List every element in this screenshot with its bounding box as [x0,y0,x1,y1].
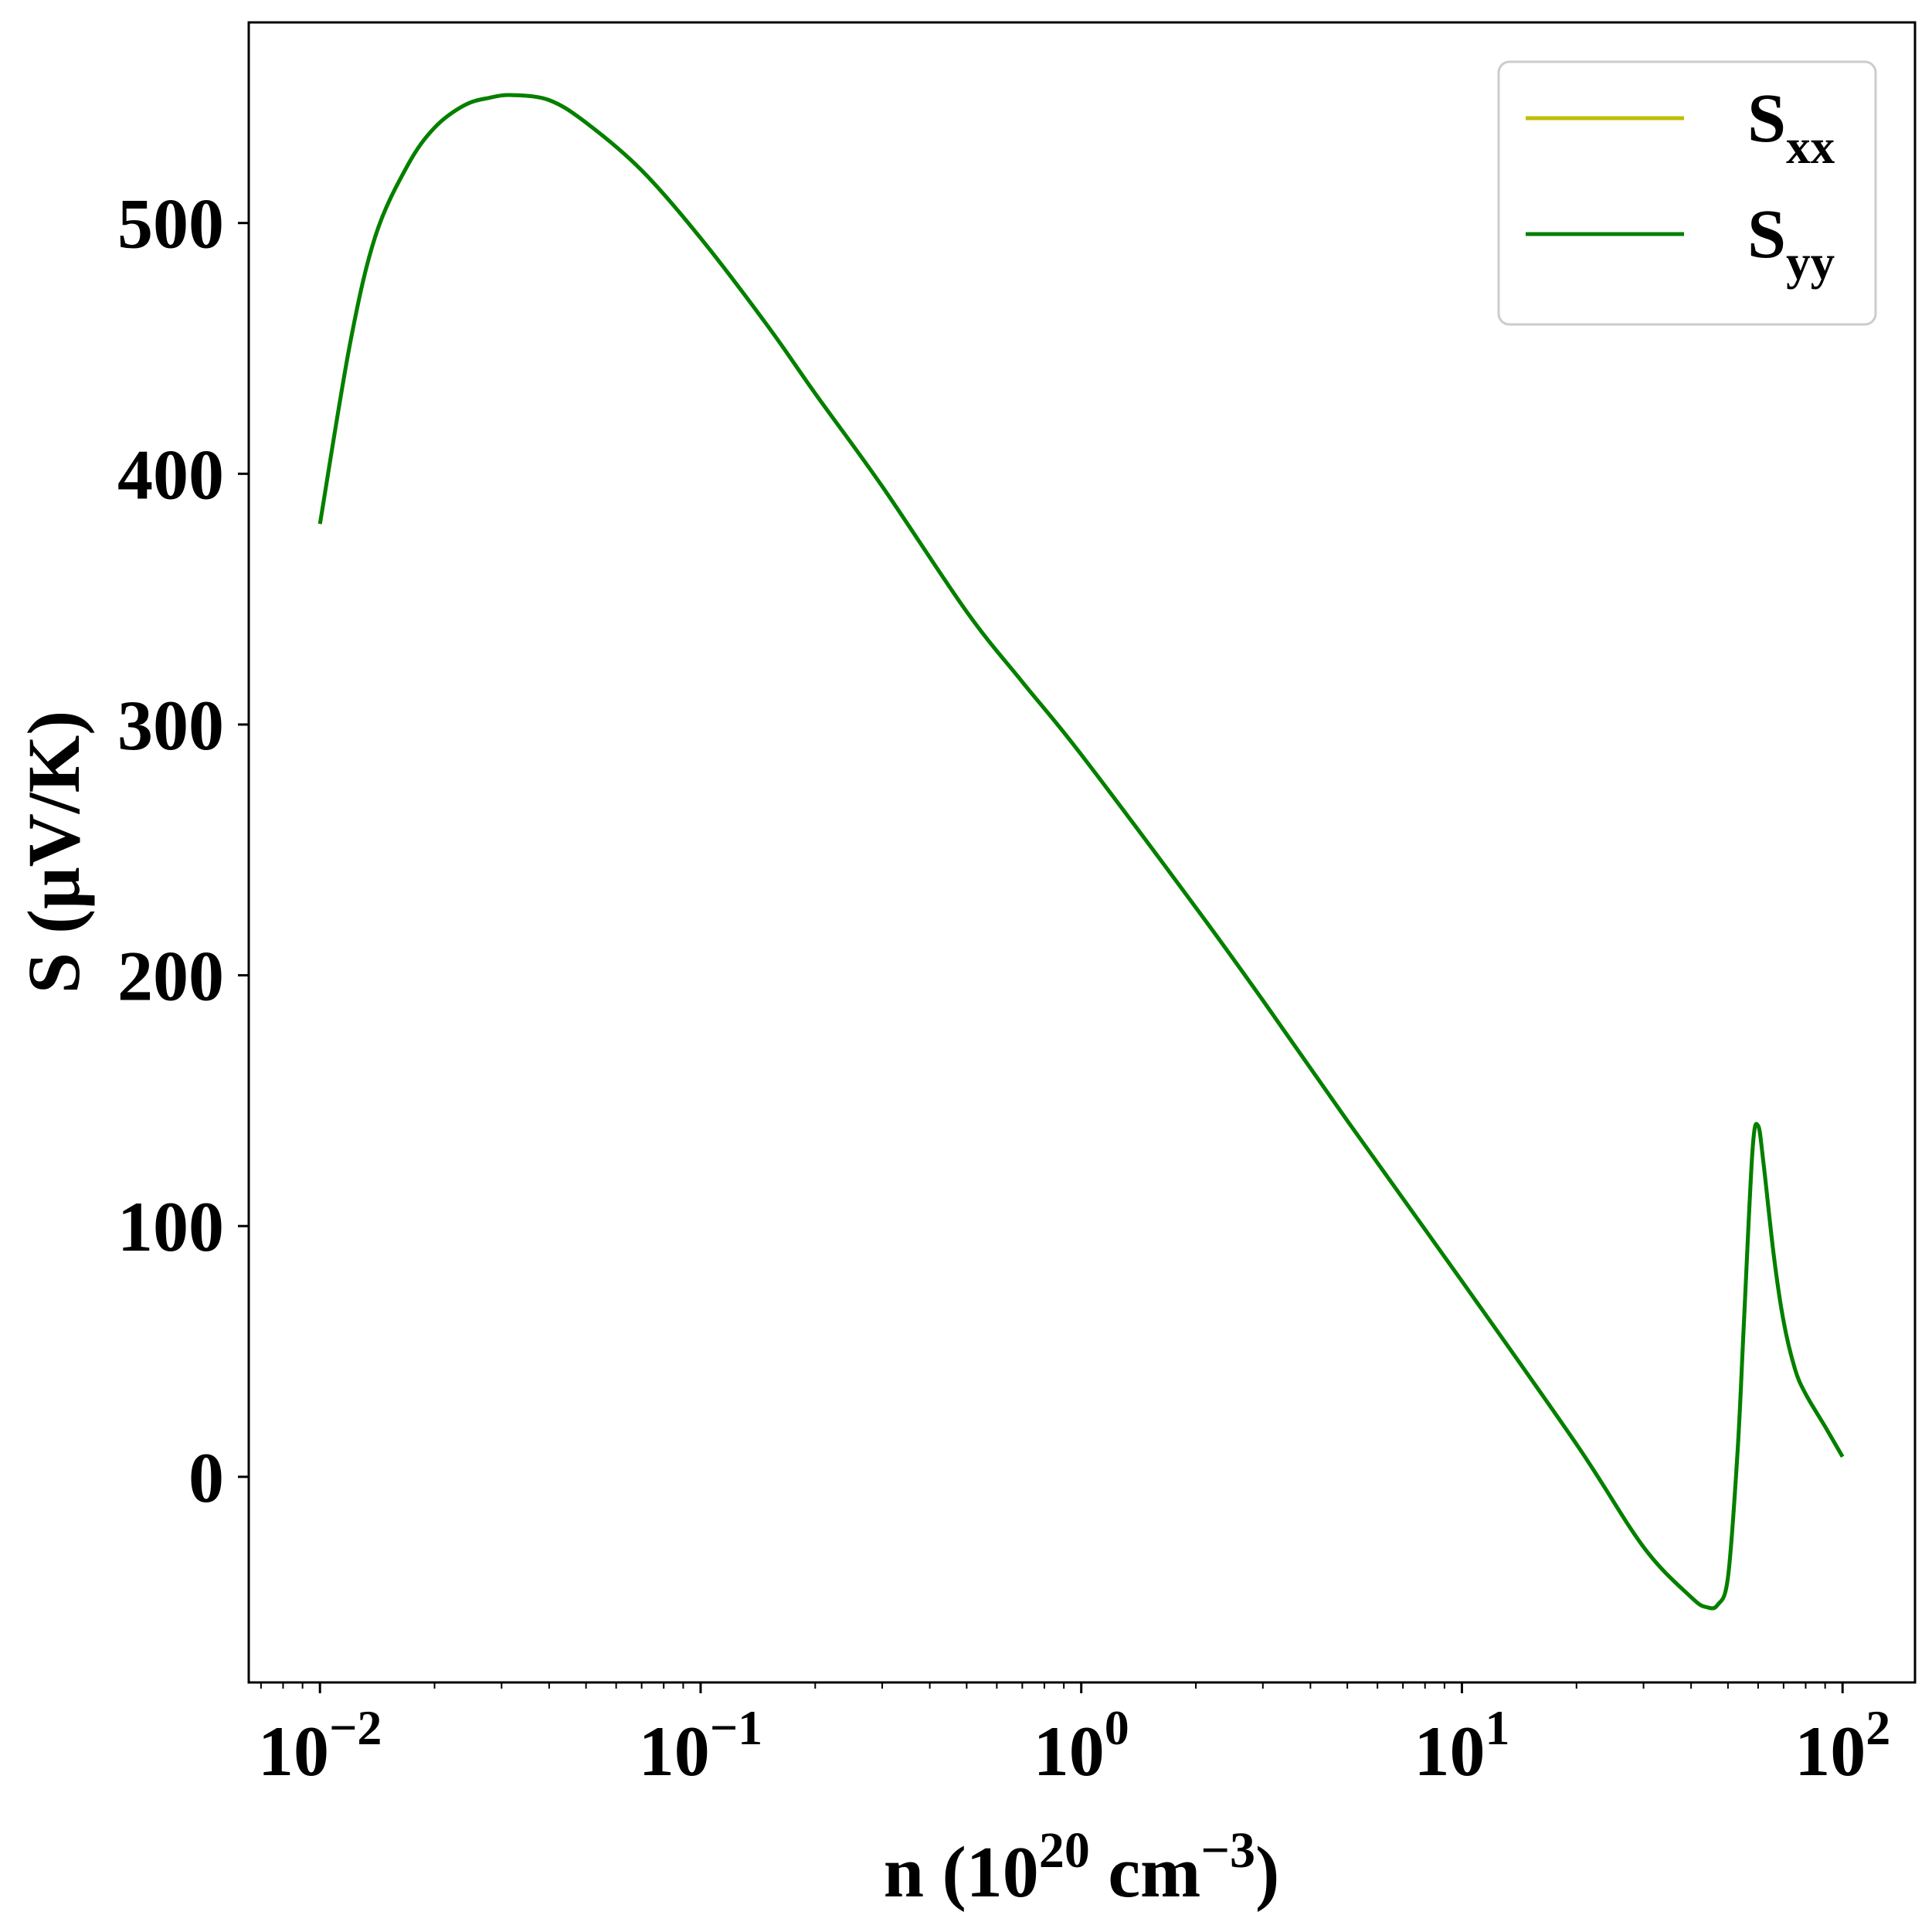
y-tick-label: 300 [117,686,224,765]
y-tick-label: 400 [117,435,224,514]
x-tick-label-base: 10 [1794,1712,1866,1791]
x-tick-label-exponent: −2 [329,1700,382,1755]
x-tick-label-exponent: 2 [1866,1700,1890,1755]
x-tick-label: 100 [1034,1700,1129,1791]
x-tick-label: 10−1 [639,1700,762,1791]
legend-label-syy-sub: yy [1786,236,1835,290]
x-tick-label-exponent: −1 [710,1700,762,1755]
legend-label-syy: Syy [1747,196,1835,290]
y-tick-label: 500 [117,185,224,263]
x-tick-label: 102 [1794,1700,1890,1791]
x-axis-ticks: 10−2 10−1 100 101 102 [258,1682,1890,1791]
x-minor-ticks [260,1682,1826,1689]
x-axis-label-sup-minus3: −3 [1200,1822,1255,1879]
x-axis-label-end: ) [1255,1832,1279,1913]
y-axis-label: S (μV/K) [12,711,95,993]
legend-label-syy-base: S [1747,196,1786,273]
x-tick-label: 10−2 [258,1700,382,1791]
legend: Sxx Syy [1497,60,1877,326]
x-axis-label: n (1020 cm−3) [884,1822,1280,1913]
x-axis-label-base: n (10 [884,1832,1039,1913]
x-tick-label-exponent: 1 [1485,1700,1509,1755]
legend-box [1497,60,1877,326]
x-tick-label: 101 [1414,1700,1509,1791]
x-tick-label-base: 10 [1414,1712,1485,1791]
y-tick-label: 100 [117,1187,224,1266]
x-tick-label-exponent: 0 [1105,1700,1129,1755]
legend-label-sxx-base: S [1747,80,1786,157]
y-tick-label: 0 [188,1438,224,1517]
y-tick-label: 200 [117,937,224,1016]
legend-label-sxx-sub: xx [1786,120,1835,174]
legend-label-sxx: Sxx [1747,80,1835,174]
y-axis-ticks: 0 100 200 300 400 500 [117,185,249,1517]
x-tick-label-base: 10 [1034,1712,1105,1791]
x-axis-label-sup-20: 20 [1039,1822,1090,1879]
series-line-yy [317,93,1845,1611]
x-tick-label-base: 10 [258,1712,329,1791]
series-layer [317,93,1845,1611]
x-tick-label-base: 10 [639,1712,710,1791]
x-axis-label-unit: cm [1090,1832,1201,1913]
